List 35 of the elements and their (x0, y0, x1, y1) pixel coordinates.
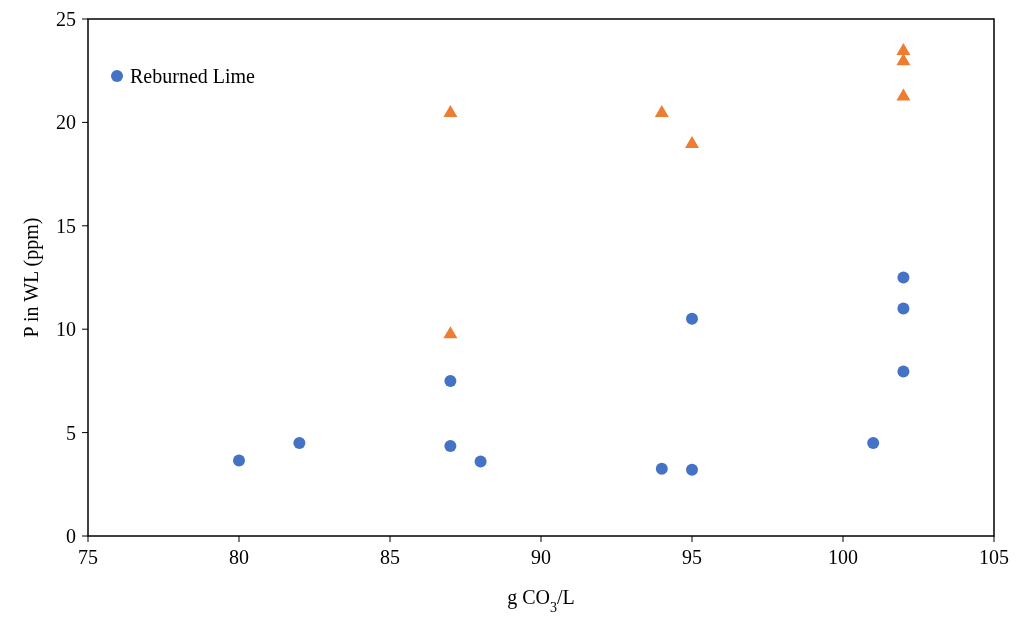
y-axis-title: P in WL (ppm) (20, 217, 43, 338)
x-tick-label: 80 (229, 546, 249, 568)
y-tick-label: 5 (66, 421, 76, 444)
point (444, 374, 457, 387)
point (443, 326, 458, 339)
point (867, 436, 880, 449)
point (897, 365, 910, 378)
x-tick-label: 100 (828, 546, 858, 568)
x-axis-title: g CO$_{3}$/L (507, 586, 575, 615)
x-tick-label: 95 (682, 546, 702, 568)
legend-label: Reburned Lime (130, 65, 256, 87)
y-tick-label: 25 (56, 8, 76, 30)
point (443, 105, 458, 118)
point (686, 463, 698, 476)
point (233, 454, 245, 467)
point (686, 312, 698, 325)
y-tick-label: 10 (56, 318, 76, 341)
x-tick-label: 90 (531, 546, 551, 568)
x-tick-label: 105 (979, 546, 1009, 568)
point (654, 105, 669, 118)
x-tick-label: 85 (380, 546, 400, 568)
point (685, 136, 699, 149)
y-tick-label: 20 (56, 111, 76, 134)
y-tick-label: 0 (66, 525, 76, 547)
point (896, 43, 911, 56)
point (897, 271, 910, 284)
point (655, 462, 668, 475)
point (474, 455, 487, 468)
x-tick-label: 75 (78, 546, 98, 568)
point (444, 440, 457, 453)
point (896, 53, 911, 66)
point (897, 302, 910, 315)
y-tick-label: 15 (56, 214, 76, 237)
point (896, 88, 911, 101)
point (293, 436, 306, 449)
